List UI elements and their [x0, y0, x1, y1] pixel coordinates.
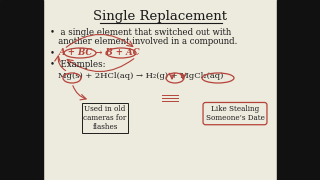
Text: Mg(s) + 2HCl(aq) → H₂(g) + MgCl₂(aq): Mg(s) + 2HCl(aq) → H₂(g) + MgCl₂(aq) [58, 72, 223, 80]
Text: •  a single element that switched out with: • a single element that switched out wit… [50, 28, 231, 37]
Bar [0, 0, 43, 180]
Text: Used in old
cameras for
flashes: Used in old cameras for flashes [84, 105, 127, 131]
Text: A + BC → B + AC: A + BC → B + AC [59, 48, 140, 57]
Text: •: • [50, 48, 55, 57]
Bar [277, 0, 320, 180]
Text: Single Replacement: Single Replacement [93, 10, 227, 23]
Text: Like Stealing
Someone’s Date: Like Stealing Someone’s Date [205, 105, 264, 122]
Text: •  Examples:: • Examples: [50, 60, 106, 69]
Text: another element involved in a compound.: another element involved in a compound. [50, 37, 237, 46]
